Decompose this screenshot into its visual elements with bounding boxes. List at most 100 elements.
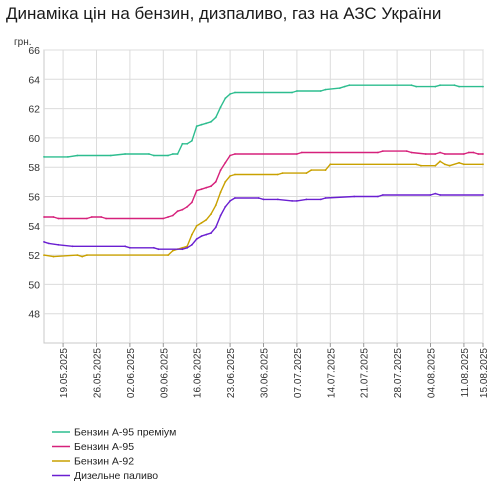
x-tick-label: 16.06.2025 [193,348,204,398]
data-point [415,163,418,166]
data-point [234,91,236,94]
data-point [181,142,184,145]
x-tick-label: 26.05.2025 [92,348,103,398]
data-point [219,214,222,217]
data-point [453,84,456,87]
data-point [463,153,465,155]
data-point [214,116,217,119]
y-tick-label: 52 [28,250,40,262]
data-point [443,163,446,166]
data-point [195,189,198,192]
data-point [443,153,446,155]
data-point [343,85,346,88]
data-point [191,243,193,246]
data-point [434,85,437,88]
data-point [281,172,284,175]
data-point [67,156,69,158]
data-point [210,185,212,188]
data-point [181,208,184,211]
data-point [305,172,308,175]
data-point [171,249,174,252]
chart-title: Динаміка цін на бензин, дизпаливо, газ н… [6,4,442,23]
y-tick-label: 54 [28,221,40,233]
y-tick-label: 66 [28,45,40,57]
data-point [186,142,189,145]
data-point [52,255,55,258]
data-point [200,188,203,191]
data-point [191,201,193,204]
data-point [76,154,79,157]
y-tick-label: 50 [28,279,40,291]
data-point [405,150,408,153]
data-point [420,164,422,167]
data-point [86,217,88,220]
data-point [214,204,217,207]
data-point [214,180,217,183]
data-point [482,163,484,166]
data-point [329,163,332,166]
data-point [200,235,203,238]
data-point [171,153,174,155]
data-point [229,175,232,177]
data-point [434,192,437,195]
data-point [76,254,79,256]
data-point [157,248,160,251]
data-point [291,200,293,202]
data-point [167,154,170,157]
data-point [129,246,131,249]
y-tick-label: 48 [28,309,40,321]
data-point [229,200,232,202]
data-point [124,153,126,155]
data-point [434,164,437,167]
data-point [43,216,45,218]
data-point [43,241,45,243]
data-point [210,213,212,216]
data-point [210,120,212,123]
x-tick-label: 15.08.2025 [479,348,490,398]
data-point [338,87,341,89]
data-point [229,154,232,157]
y-tick-label: 56 [28,192,40,204]
data-point [305,198,308,201]
data-point [224,180,227,183]
data-point [229,93,232,95]
x-tick-label: 28.07.2025 [393,348,404,398]
y-axis-unit-label: грн. [14,37,32,48]
data-point [234,197,236,199]
data-point [90,216,93,218]
data-point [257,197,260,199]
data-point [200,222,203,224]
data-point [167,254,170,256]
data-point [205,233,208,236]
data-point [310,169,313,172]
data-point [109,154,112,157]
data-point [234,173,236,176]
data-point [448,164,451,167]
x-tick-label: 21.07.2025 [360,348,371,398]
data-point [148,153,150,155]
data-point [477,153,480,155]
data-point [291,91,293,94]
data-point [195,224,198,227]
data-point [262,198,265,201]
data-point [377,195,379,198]
data-point [176,153,179,155]
data-point [171,214,174,217]
data-point [296,153,298,155]
y-tick-label: 58 [28,162,40,174]
data-point [214,226,217,229]
legend-label: Дизельне паливо [74,470,158,482]
data-point [186,246,189,249]
data-point [186,205,189,208]
data-point [219,169,222,172]
data-point [296,90,298,92]
data-point [458,161,460,164]
data-point [439,160,441,163]
data-point [100,216,103,218]
x-tick-label: 14.07.2025 [326,348,337,398]
data-point [152,246,155,249]
data-point [324,88,327,91]
data-point [195,238,198,240]
data-point [57,217,60,220]
